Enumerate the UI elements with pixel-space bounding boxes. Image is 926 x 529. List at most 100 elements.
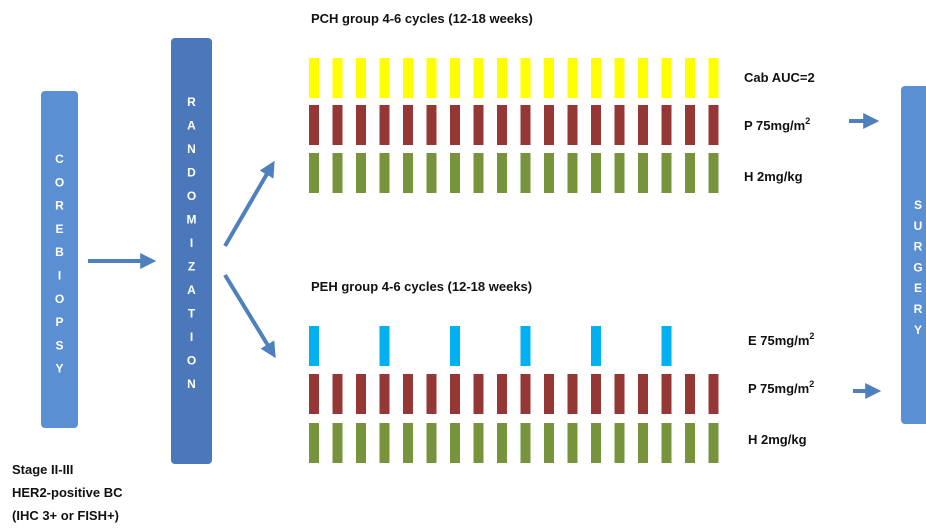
- trastuzumab-dose-bar: [473, 423, 484, 463]
- randomization-letter: A: [187, 283, 196, 297]
- surgery-letter: S: [914, 198, 922, 212]
- paclitaxel-dose-bar: [309, 105, 319, 145]
- paclitaxel-dose-bar: [567, 105, 578, 145]
- paclitaxel-dose-bar: [591, 105, 601, 145]
- paclitaxel-dose-bar: [426, 374, 437, 414]
- flow-arrows: [88, 113, 882, 399]
- paclitaxel-dose-bar: [379, 374, 390, 414]
- paclitaxel-dose-bar: [497, 374, 507, 414]
- epirubicin-dose-bar: [661, 326, 672, 366]
- surgery-letter: E: [914, 281, 922, 295]
- stage-line: Stage II-III: [12, 462, 74, 477]
- paclitaxel-dose-bar: [520, 105, 531, 145]
- trastuzumab-dose-bar: [473, 153, 484, 193]
- surgery-letter: U: [914, 219, 923, 233]
- paclitaxel-dose-bar: [614, 105, 625, 145]
- randomization-letter: I: [190, 330, 193, 344]
- trastuzumab-label: H 2mg/kg: [744, 169, 803, 184]
- carboplatin-dose-bar: [685, 58, 695, 98]
- carboplatin-dose-bar: [403, 58, 413, 98]
- core-biopsy-letter: C: [55, 152, 64, 166]
- core-biopsy-letter: B: [55, 245, 64, 259]
- carboplatin-dose-bar: [708, 58, 719, 98]
- epirubicin-dose-bar: [309, 326, 319, 366]
- peh-drug-labels: E 75mg/m2 P 75mg/m2 H 2mg/kg: [748, 331, 814, 447]
- carboplatin-dose-bar: [614, 58, 625, 98]
- trastuzumab-dose-bar: [614, 423, 625, 463]
- trastuzumab-dose-bar: [591, 423, 601, 463]
- carboplatin-dose-bar: [567, 58, 578, 98]
- trastuzumab-dose-bar: [661, 423, 672, 463]
- paclitaxel-dose-bar: [450, 374, 460, 414]
- carboplatin-dose-bar: [473, 58, 484, 98]
- trastuzumab-dose-bar: [497, 423, 507, 463]
- epirubicin-dose-bar: [591, 326, 601, 366]
- randomization-letter: O: [187, 189, 196, 203]
- carboplatin-dose-bar: [426, 58, 437, 98]
- trastuzumab-dose-bar: [567, 423, 578, 463]
- trastuzumab-dose-bar: [356, 153, 366, 193]
- trastuzumab-dose-bar: [403, 423, 413, 463]
- core-biopsy-letter: R: [55, 199, 64, 213]
- epirubicin-dose-bar: [379, 326, 390, 366]
- randomization-letter: O: [187, 354, 196, 368]
- trastuzumab-dose-bar: [567, 153, 578, 193]
- carboplatin-dose-bar: [591, 58, 601, 98]
- eligibility-note: Stage II-III HER2-positive BC (IHC 3+ or…: [12, 458, 123, 527]
- core-biopsy-letter: E: [55, 222, 63, 236]
- paclitaxel-dose-bar: [403, 105, 413, 145]
- trastuzumab-dose-bar: [426, 153, 437, 193]
- carboplatin-label: Cab AUC=2: [744, 70, 815, 85]
- ihc-fish-line: (IHC 3+ or FISH+): [12, 508, 119, 523]
- trastuzumab-dose-bar: [591, 153, 601, 193]
- paclitaxel-dose-bar: [638, 105, 648, 145]
- core-biopsy-letter: O: [55, 175, 64, 189]
- paclitaxel-dose-bar: [473, 105, 484, 145]
- paclitaxel-dose-bar: [567, 374, 578, 414]
- trastuzumab-dose-bar: [403, 153, 413, 193]
- randomization-letter: N: [187, 377, 196, 391]
- core-biopsy-letter: I: [58, 269, 61, 283]
- carboplatin-dose-bar: [450, 58, 460, 98]
- paclitaxel-dose-bar: [614, 374, 625, 414]
- paclitaxel-dose-bar: [332, 374, 343, 414]
- paclitaxel-dose-bar: [708, 105, 719, 145]
- carboplatin-dose-bar: [544, 58, 554, 98]
- paclitaxel-dose-bar: [520, 374, 531, 414]
- paclitaxel-dose-bar: [544, 374, 554, 414]
- trastuzumab-dose-bar: [309, 153, 319, 193]
- pch-group-title: PCH group 4-6 cycles (12-18 weeks): [311, 11, 533, 26]
- paclitaxel-dose-bar: [403, 374, 413, 414]
- paclitaxel-label: P 75mg/m2: [744, 116, 810, 133]
- trastuzumab-dose-bar: [638, 423, 648, 463]
- trastuzumab-label: H 2mg/kg: [748, 432, 807, 447]
- paclitaxel-dose-bar: [638, 374, 648, 414]
- pch-drug-labels: Cab AUC=2 P 75mg/m2 H 2mg/kg: [744, 70, 815, 184]
- paclitaxel-label: P 75mg/m2: [748, 379, 814, 396]
- trastuzumab-dose-bar: [379, 153, 390, 193]
- randomization-letter: I: [190, 236, 193, 250]
- carboplatin-dose-bar: [661, 58, 672, 98]
- peh-schedule-bars: [309, 326, 719, 463]
- randomization-letter: D: [187, 166, 196, 180]
- trastuzumab-dose-bar: [708, 423, 719, 463]
- unit-superscript: 2: [805, 116, 810, 126]
- carboplatin-dose-bar: [356, 58, 366, 98]
- her2-line: HER2-positive BC: [12, 485, 123, 500]
- randomization-letter: A: [187, 119, 196, 133]
- carboplatin-dose-bar: [332, 58, 343, 98]
- randomization-letter: M: [187, 213, 197, 227]
- carboplatin-dose-bar: [309, 58, 319, 98]
- paclitaxel-dose-bar: [356, 105, 366, 145]
- trastuzumab-dose-bar: [520, 153, 531, 193]
- trastuzumab-dose-bar: [356, 423, 366, 463]
- trastuzumab-dose-bar: [450, 423, 460, 463]
- trastuzumab-dose-bar: [708, 153, 719, 193]
- trastuzumab-dose-bar: [520, 423, 531, 463]
- epirubicin-dose-bar: [520, 326, 531, 366]
- carboplatin-dose-bar: [520, 58, 531, 98]
- trastuzumab-dose-bar: [544, 153, 554, 193]
